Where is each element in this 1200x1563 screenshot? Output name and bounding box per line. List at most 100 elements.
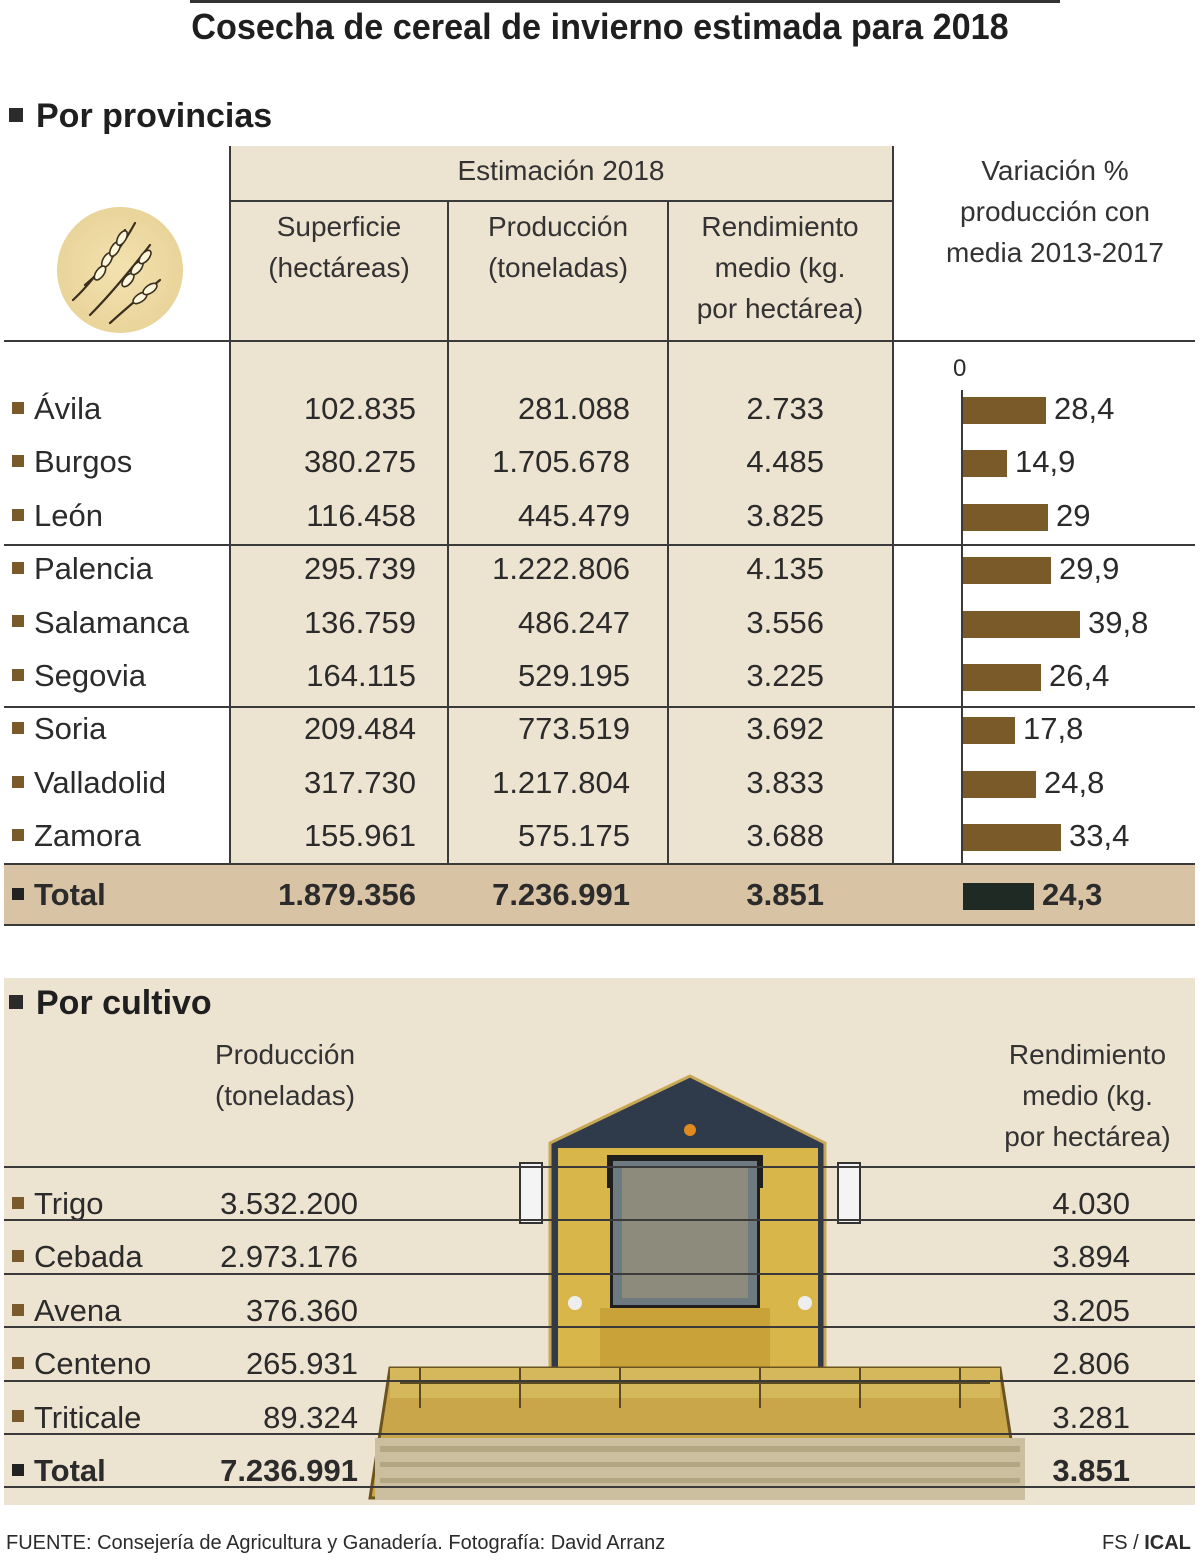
bullet-square — [12, 615, 24, 628]
cell-rendimiento: 3.692 — [746, 711, 824, 747]
group-rule — [4, 706, 1195, 708]
bar — [963, 770, 1036, 798]
row-rule — [4, 1486, 1195, 1489]
cell-superficie: 1.879.356 — [278, 877, 416, 912]
bar — [963, 824, 1061, 852]
bar — [963, 717, 1015, 745]
cell-produccion: 3.532.200 — [220, 1186, 358, 1221]
cell-produccion: 1.217.804 — [492, 764, 630, 800]
bar-value-label: 24,3 — [1042, 877, 1103, 912]
cultivo-header-rendimiento: Rendimiento medio (kg. por hectárea) — [1004, 1039, 1171, 1152]
cell-rendimiento: 4.030 — [1052, 1186, 1130, 1221]
cell-produccion: 2.973.176 — [220, 1239, 358, 1275]
bullet-square — [12, 668, 24, 681]
cell-produccion: 575.175 — [517, 818, 630, 854]
bullet-square — [12, 1410, 24, 1423]
cell-superficie: 102.835 — [303, 391, 416, 426]
cell-produccion: 7.236.991 — [220, 1453, 358, 1488]
cell-superficie: 116.458 — [306, 497, 416, 533]
grid-vline — [447, 200, 449, 926]
bar-value-label: 26,4 — [1049, 658, 1110, 693]
cell-superficie: 136.759 — [303, 604, 416, 640]
row-label: Ávila — [12, 391, 101, 427]
bar-value-label: 24,8 — [1044, 764, 1105, 800]
cell-rendimiento: 3.894 — [1052, 1239, 1130, 1275]
bar-value-label: 14,9 — [1015, 444, 1076, 480]
header-variacion: Variación % producción con media 2013-20… — [946, 155, 1164, 268]
page-title: Cosecha de cereal de invierno estimada p… — [191, 6, 1009, 47]
grid-vline — [892, 146, 894, 926]
cell-produccion: 265.931 — [245, 1346, 358, 1382]
header-divider — [230, 200, 892, 202]
bar — [963, 503, 1048, 531]
header-bottom-rule — [4, 340, 1195, 342]
cultivo-header-produccion: Producción (toneladas) — [214, 1039, 356, 1111]
cell-superficie: 317.730 — [303, 764, 416, 800]
cell-superficie: 295.739 — [303, 551, 416, 587]
bar — [963, 397, 1046, 424]
bullet-square — [12, 1463, 24, 1476]
bullet-square — [12, 1357, 24, 1369]
section-title-cultivo: Por cultivo — [36, 984, 212, 1022]
cell-produccion: 529.195 — [517, 658, 630, 693]
cell-superficie: 164.115 — [306, 658, 416, 693]
cell-superficie: 155.961 — [303, 818, 416, 854]
cell-rendimiento: 3.205 — [1052, 1292, 1130, 1328]
header-estimacion: Estimación 2018 — [457, 155, 665, 186]
bar — [963, 664, 1041, 691]
row-label: Palencia — [12, 551, 153, 587]
header-superficie: Superficie (hectáreas) — [268, 211, 410, 283]
cell-rendimiento: 2.806 — [1052, 1346, 1130, 1382]
estimation-columns-background — [230, 146, 892, 865]
title-rule — [190, 0, 1060, 3]
cell-produccion: 281.088 — [517, 391, 630, 426]
row-label: Segovia — [12, 658, 146, 694]
cell-produccion: 486.247 — [517, 604, 630, 640]
bullet-square — [12, 1250, 24, 1263]
section-title-provincias: Por provincias — [36, 97, 273, 135]
bullet-square — [12, 1196, 24, 1209]
bullet-square — [12, 562, 24, 574]
bar-value-label: 29,9 — [1059, 551, 1120, 587]
row-label: Valladolid — [12, 765, 166, 801]
row-label: Total — [12, 1453, 106, 1489]
bullet-square — [12, 401, 24, 414]
cell-rendimiento: 4.135 — [746, 551, 824, 587]
cell-superficie: 209.484 — [303, 711, 416, 747]
bar-total — [963, 883, 1034, 910]
cell-rendimiento: 4.485 — [746, 444, 824, 480]
cell-produccion: 89.324 — [263, 1399, 358, 1435]
bar-axis — [961, 390, 963, 865]
bar-value-label: 29 — [1056, 497, 1091, 533]
cell-rendimiento: 3.851 — [1052, 1453, 1130, 1488]
total-bottom-rule — [4, 924, 1195, 926]
cell-produccion: 1.705.678 — [492, 444, 630, 480]
group-rule — [4, 544, 1195, 546]
cell-produccion: 445.479 — [517, 497, 630, 533]
row-label: Salamanca — [12, 605, 189, 641]
bullet-square — [12, 455, 24, 468]
cell-rendimiento: 3.556 — [746, 604, 824, 640]
section-bullet — [9, 108, 23, 122]
total-top-rule — [4, 863, 1195, 865]
wheat-icon — [55, 205, 185, 335]
bullet-square — [12, 887, 24, 900]
bullet-square — [12, 1303, 24, 1316]
bar — [963, 610, 1080, 638]
row-label: Burgos — [12, 444, 132, 480]
row-label: Cebada — [12, 1239, 143, 1275]
header-produccion: Producción (toneladas) — [487, 211, 629, 283]
row-label: Trigo — [12, 1186, 103, 1222]
bar — [963, 557, 1051, 585]
row-rule — [4, 1433, 1195, 1435]
grid-vline — [229, 146, 231, 926]
cultivo-header-rule — [4, 1166, 1195, 1168]
header-rendimiento: Rendimiento medio (kg. por hectárea) — [696, 211, 864, 324]
row-label: Avena — [12, 1293, 121, 1329]
combine-harvester-photo — [360, 1068, 1030, 1508]
bullet-square — [12, 829, 24, 841]
row-label: Soria — [12, 711, 106, 747]
cell-rendimiento: 2.733 — [746, 391, 824, 426]
row-rule — [4, 1326, 1195, 1329]
bar-value-label: 17,8 — [1023, 711, 1084, 747]
